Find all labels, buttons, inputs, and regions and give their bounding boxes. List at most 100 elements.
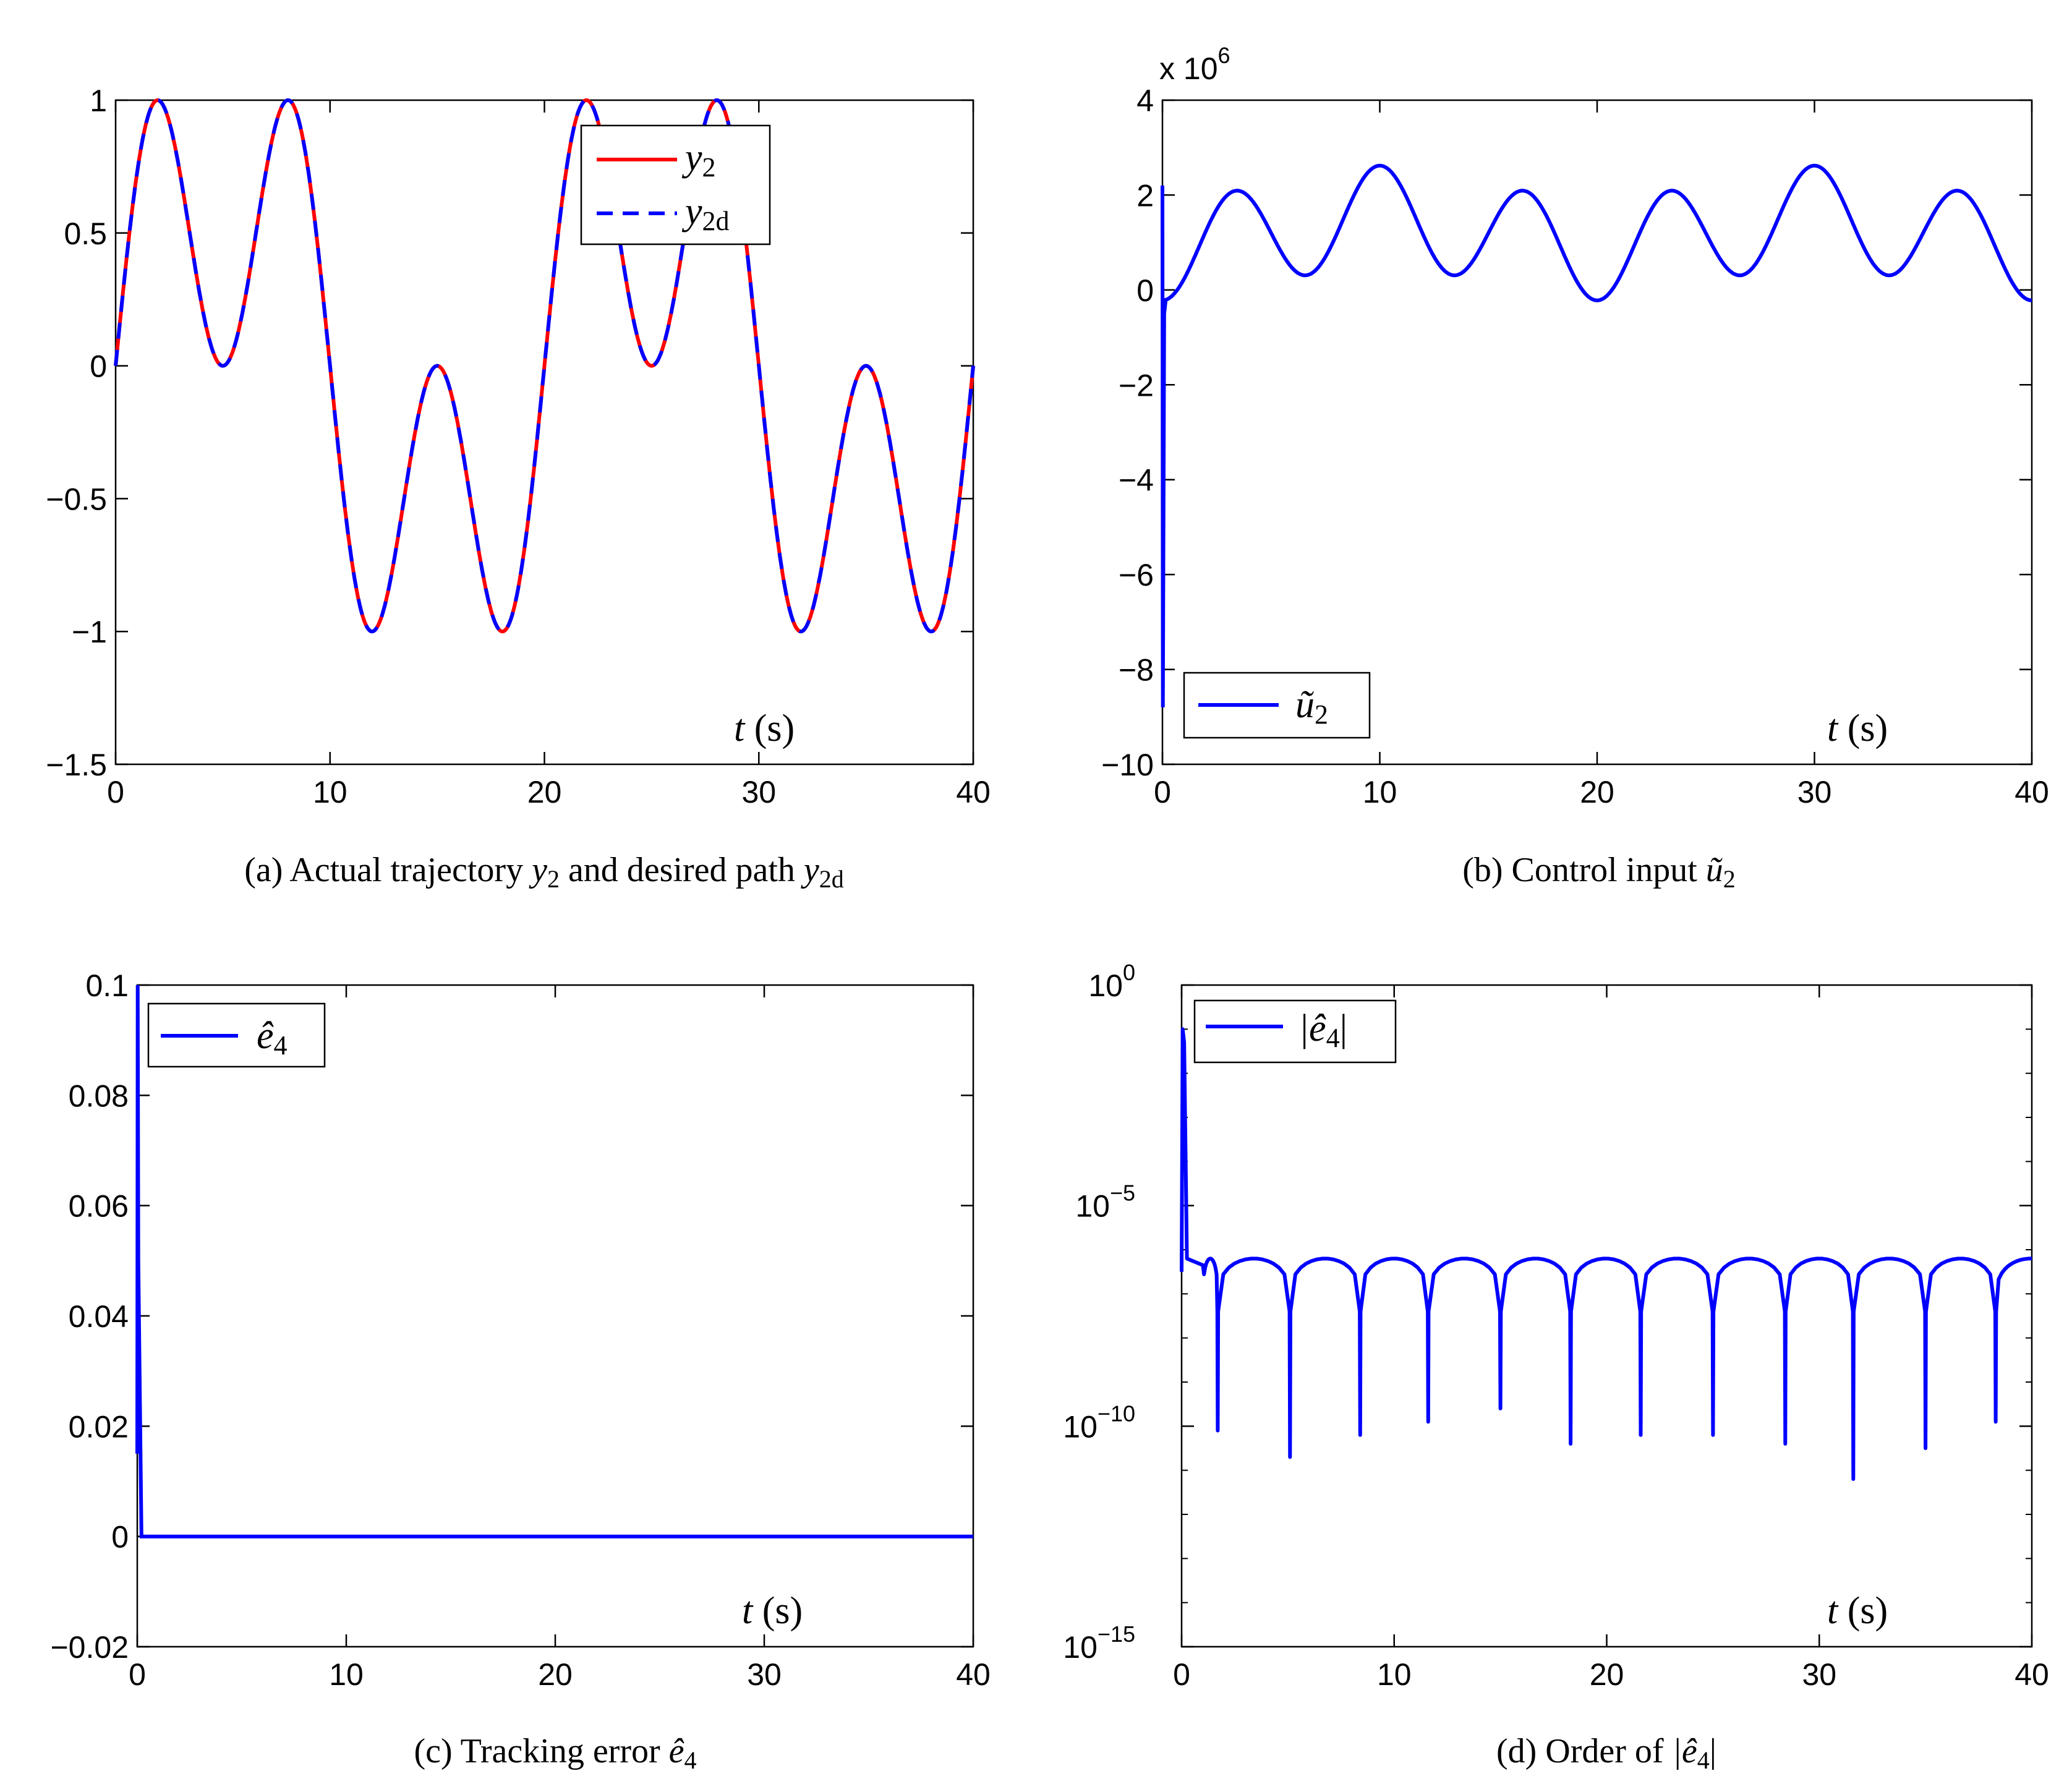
x-axis-label-unit: (s) — [1838, 1590, 1888, 1632]
caption-symbol: | — [1710, 1732, 1716, 1770]
legend-symbol: y — [681, 190, 702, 233]
x-axis-label-var: t — [734, 707, 746, 749]
caption-symbol: y — [801, 851, 819, 889]
caption-tag: (d) — [1496, 1732, 1545, 1770]
legend: |ê4| — [1193, 999, 1397, 1064]
x-axis-label: t (s) — [1827, 1590, 1888, 1632]
series-line-y2d — [114, 98, 975, 634]
panel-caption: (c) Tracking error ê4 — [414, 1732, 697, 1774]
caption-tag: (a) — [244, 851, 289, 889]
panel-caption: (a) Actual trajectory y2 and desired pat… — [244, 851, 844, 893]
y-tick-label: −0.02 — [50, 1630, 129, 1665]
legend-box — [580, 124, 771, 245]
caption-text: and desired path — [560, 851, 804, 889]
caption-symbol: ũ — [1706, 851, 1723, 889]
series-line-abs-e4 — [1180, 1027, 2032, 1481]
caption-subscript: 2d — [819, 865, 844, 893]
y-tick-label: 0.08 — [69, 1078, 129, 1113]
legend-label-y2d: y2d — [681, 190, 730, 236]
y-tick-label: −0.5 — [46, 482, 107, 516]
x-tick-label: 10 — [329, 1657, 364, 1692]
x-axis-label-unit: (s) — [744, 707, 795, 749]
legend-subscript: 4 — [274, 1030, 288, 1061]
y-multiplier-base: x 10 — [1159, 51, 1218, 86]
legend-subscript: 2d — [702, 206, 730, 236]
x-tick-label: 30 — [747, 1657, 782, 1692]
x-tick-label: 0 — [107, 775, 124, 809]
y-tick-label: 2 — [1136, 178, 1154, 213]
legend-symbol: y — [681, 137, 702, 179]
y-tick-label: 4 — [1136, 83, 1154, 118]
legend-subscript: 2 — [702, 152, 716, 182]
x-tick-label: 20 — [1590, 1657, 1624, 1692]
legend-symbol: ê — [257, 1015, 274, 1057]
y-multiplier: x 106 — [1159, 43, 1230, 86]
y-tick-label: −1.5 — [46, 748, 107, 782]
y-tick-exp: −5 — [1110, 1180, 1135, 1206]
legend-subscript: 2 — [1315, 699, 1328, 730]
caption-subscript: 4 — [1697, 1746, 1710, 1774]
x-tick-label: 20 — [538, 1657, 573, 1692]
y-tick-label: 0.1 — [85, 968, 129, 1003]
x-tick-label: 10 — [1363, 775, 1397, 809]
legend-box — [1193, 999, 1397, 1064]
x-axis-label-unit: (s) — [1838, 707, 1888, 749]
caption-text: Control input — [1512, 851, 1706, 889]
caption-symbol: |ê — [1673, 1732, 1697, 1770]
y-tick-label: 0.02 — [69, 1409, 129, 1444]
legend-label-abs-e4: |ê4| — [1298, 1007, 1347, 1053]
y-multiplier-exp: 6 — [1218, 43, 1230, 68]
y-tick-label: 100 — [1088, 960, 1135, 1003]
x-axis-label-unit: (s) — [752, 1590, 803, 1632]
x-tick-label: 30 — [1797, 775, 1832, 809]
x-tick-label: 40 — [2014, 775, 2049, 809]
series-line-e4 — [135, 984, 973, 1539]
x-tick-label: 0 — [1173, 1657, 1190, 1692]
x-axis-label-var: t — [1827, 1590, 1839, 1632]
y-tick-exp: −15 — [1098, 1621, 1135, 1647]
y-tick-label: 0.06 — [69, 1189, 129, 1224]
legend-label-e4: ê4 — [257, 1015, 288, 1061]
caption-symbol: y — [529, 851, 547, 889]
x-tick-label: 20 — [1580, 775, 1614, 809]
legend-label-y2: y2 — [681, 137, 716, 182]
y-tick-label: 10−15 — [1063, 1621, 1135, 1665]
x-tick-label: 10 — [1377, 1657, 1412, 1692]
y-tick-label: 0 — [90, 349, 107, 384]
x-tick-label: 10 — [313, 775, 347, 809]
caption-subscript: 2 — [1723, 865, 1736, 893]
y-tick-base: 10 — [1088, 968, 1123, 1003]
y-tick-base: 10 — [1063, 1630, 1098, 1665]
x-tick-label: 0 — [129, 1657, 146, 1692]
x-tick-label: 40 — [956, 775, 991, 809]
y-tick-label: 10−10 — [1063, 1401, 1135, 1444]
y-tick-label: 0.04 — [69, 1299, 129, 1334]
panel-caption: (d) Order of |ê4| — [1496, 1732, 1716, 1774]
y-tick-label: 0 — [111, 1520, 129, 1555]
caption-text: Order of — [1545, 1732, 1672, 1770]
y-tick-label: 1 — [90, 83, 107, 118]
x-axis-label: t (s) — [734, 707, 795, 749]
y-tick-exp: −10 — [1098, 1401, 1135, 1426]
y-tick-label: −1 — [72, 615, 107, 649]
y-tick-label: 10−5 — [1075, 1180, 1135, 1224]
y-tick-label: −6 — [1119, 558, 1154, 592]
legend: ũ2 — [1183, 672, 1371, 739]
y-tick-label: −10 — [1101, 748, 1154, 782]
caption-subscript: 2 — [547, 865, 560, 893]
legend-subscript: 4 — [1326, 1023, 1340, 1053]
x-axis-label-var: t — [1827, 707, 1839, 749]
x-tick-label: 40 — [956, 1657, 991, 1692]
series-line-u2 — [1161, 163, 2032, 707]
y-tick-label: −2 — [1119, 368, 1154, 403]
caption-text: Actual trajectory — [289, 851, 532, 889]
x-axis-label: t (s) — [1827, 707, 1888, 749]
y-tick-label: −4 — [1119, 463, 1154, 498]
legend-symbol: |ê — [1298, 1007, 1326, 1049]
